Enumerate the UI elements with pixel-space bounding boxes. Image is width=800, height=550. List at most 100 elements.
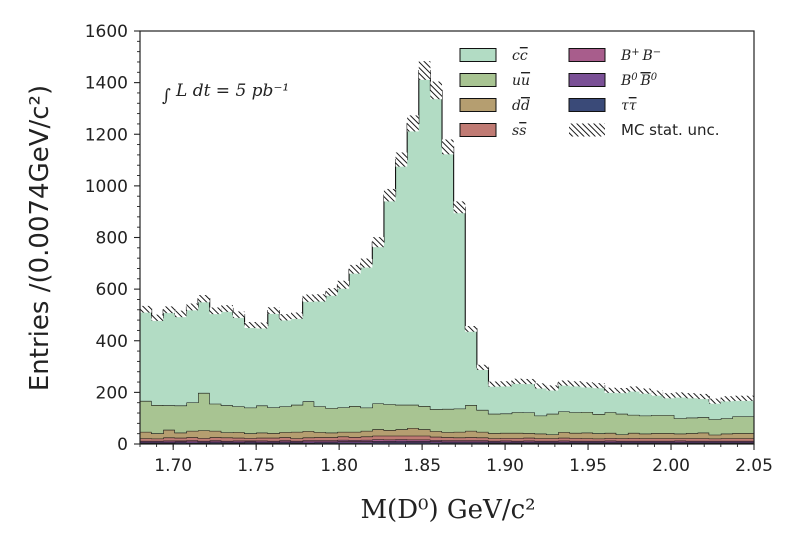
uncertainty-bin <box>732 395 754 401</box>
uncertainty-bin <box>337 280 350 289</box>
uncertainty-bin <box>209 307 222 315</box>
legend-swatch-hatch <box>569 123 605 137</box>
uncertainty-bin <box>546 385 559 391</box>
axes: 1.70 1.75 1.80 1.85 1.90 1.95 2.00 2.05 0 200 400 6… <box>85 22 773 476</box>
uncertainty-bin <box>604 387 617 393</box>
legend-label: uu <box>512 73 530 89</box>
legend-item-ssbar: ss <box>459 123 526 139</box>
uncertainty-bin <box>593 383 605 389</box>
uncertainty-bin <box>349 264 361 274</box>
outline-uubar <box>140 392 754 420</box>
legend-label: ττ <box>621 98 637 114</box>
uncertainty-bin <box>198 295 210 303</box>
uncertainty-bin <box>140 305 152 313</box>
x-tick-label: 2.00 <box>652 456 690 476</box>
x-tick-label: 1.90 <box>486 456 524 476</box>
uncertainty-bin <box>697 393 710 400</box>
uncertainty-bin <box>430 81 443 100</box>
uncertainty-bin <box>279 314 292 321</box>
uncertainty-bin <box>221 305 233 312</box>
legend-label: ss <box>512 123 526 139</box>
legend-swatch <box>459 123 497 137</box>
x-tick-label: 1.85 <box>403 456 441 476</box>
uncertainty-bin <box>325 288 338 296</box>
uncertainty-bin <box>488 381 501 387</box>
uncertainty-bin <box>534 383 547 389</box>
y-tick-label: 1600 <box>85 22 128 42</box>
uncertainty-bin <box>581 382 594 388</box>
uncertainty-bin <box>523 378 535 385</box>
y-tick-label: 1000 <box>85 177 128 197</box>
uncertainty-bin <box>511 378 524 384</box>
uncertainty-bin <box>639 388 652 394</box>
y-tick-label: 1200 <box>85 125 128 145</box>
uncertainty-bin <box>500 381 512 387</box>
area-ssbar <box>140 435 754 441</box>
legend-item-ccbar: cc <box>459 48 528 64</box>
uncertainty-bin <box>465 325 477 332</box>
uncertainty-bin <box>302 294 315 302</box>
y-tick-label: 0 <box>117 435 128 455</box>
uncertainty-bin <box>709 398 721 404</box>
uncertainty-bin <box>267 307 280 314</box>
legend-swatch <box>568 48 606 62</box>
legend-item-ddbar: dd <box>459 98 530 114</box>
legend-item-b0b0bar: B0 B0 <box>568 72 658 90</box>
y-tick-label: 1400 <box>85 74 128 94</box>
x-tick-label: 1.95 <box>569 456 607 476</box>
legend-item-mc-stat-unc: MC stat. unc. <box>569 121 720 139</box>
uncertainty-bin <box>174 310 187 318</box>
uncertainty-bin <box>720 396 733 402</box>
legend-label: B0 B0 <box>620 72 658 90</box>
legend-label: cc <box>512 48 528 64</box>
uncertainty-bin <box>314 294 326 302</box>
uncertainty-bin <box>163 306 175 314</box>
uncertainty-bin <box>442 139 454 155</box>
integral-sign: ∫ <box>162 86 171 106</box>
uncertainty-bin <box>372 237 384 248</box>
uncertainty-bin <box>558 380 570 386</box>
uncertainty-bin <box>685 393 698 399</box>
x-tick-label: 1.70 <box>154 456 192 476</box>
uncertainty-bin <box>151 314 164 321</box>
legend-swatch <box>568 73 606 87</box>
legend-item-tautau: ττ <box>568 98 637 114</box>
uncertainty-bin <box>627 386 640 392</box>
x-tick-label: 1.75 <box>237 456 275 476</box>
legend-item-uubar: uu <box>459 73 530 89</box>
uncertainty-bin <box>186 303 199 311</box>
x-tick-label: 2.05 <box>735 456 773 476</box>
uncertainty-bin <box>383 188 396 202</box>
uncertainty-bin <box>360 258 373 268</box>
uncertainty-bin <box>569 381 582 387</box>
legend-swatch <box>459 73 497 87</box>
legend-label: MC stat. unc. <box>621 121 720 139</box>
uncertainty-bin <box>407 115 419 132</box>
uncertainty-bin <box>651 390 663 396</box>
luminosity-label: L dt = 5 pb⁻¹ <box>175 81 289 101</box>
uncertainty-bin <box>256 322 268 329</box>
uncertainty-bin <box>453 201 466 214</box>
legend-label: dd <box>512 98 530 114</box>
legend-swatch <box>459 98 497 112</box>
y-tick-label: 600 <box>96 280 128 300</box>
legend-swatch <box>568 98 606 112</box>
y-axis-title: Entries /(0.0074GeV/c²) <box>25 85 55 391</box>
legend: cc uu dd ss B+ B− B0 B0 ττ MC stat. unc. <box>459 47 720 139</box>
area-uubar <box>140 392 754 435</box>
uncertainty-band <box>140 61 754 404</box>
area-ccbar <box>140 70 754 420</box>
y-tick-label: 400 <box>96 332 128 352</box>
uncertainty-bin <box>395 152 408 167</box>
luminosity-annotation: ∫ L dt = 5 pb⁻¹ <box>162 81 289 106</box>
legend-swatch <box>459 48 497 62</box>
uncertainty-bin <box>476 364 489 370</box>
y-tick-label: 200 <box>96 383 128 403</box>
uncertainty-bin <box>418 61 431 80</box>
legend-label: B+ B− <box>620 47 661 65</box>
y-tick-label: 800 <box>96 229 128 249</box>
uncertainty-bin <box>674 392 686 398</box>
x-tick-label: 1.80 <box>320 456 358 476</box>
uncertainty-bin <box>662 393 675 399</box>
